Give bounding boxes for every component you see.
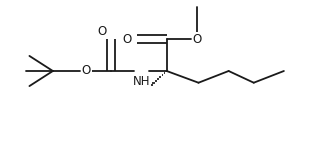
Text: O: O [98,25,107,38]
Text: NH: NH [133,75,150,88]
Text: O: O [82,64,91,78]
Text: O: O [192,33,202,46]
Text: O: O [123,33,132,46]
